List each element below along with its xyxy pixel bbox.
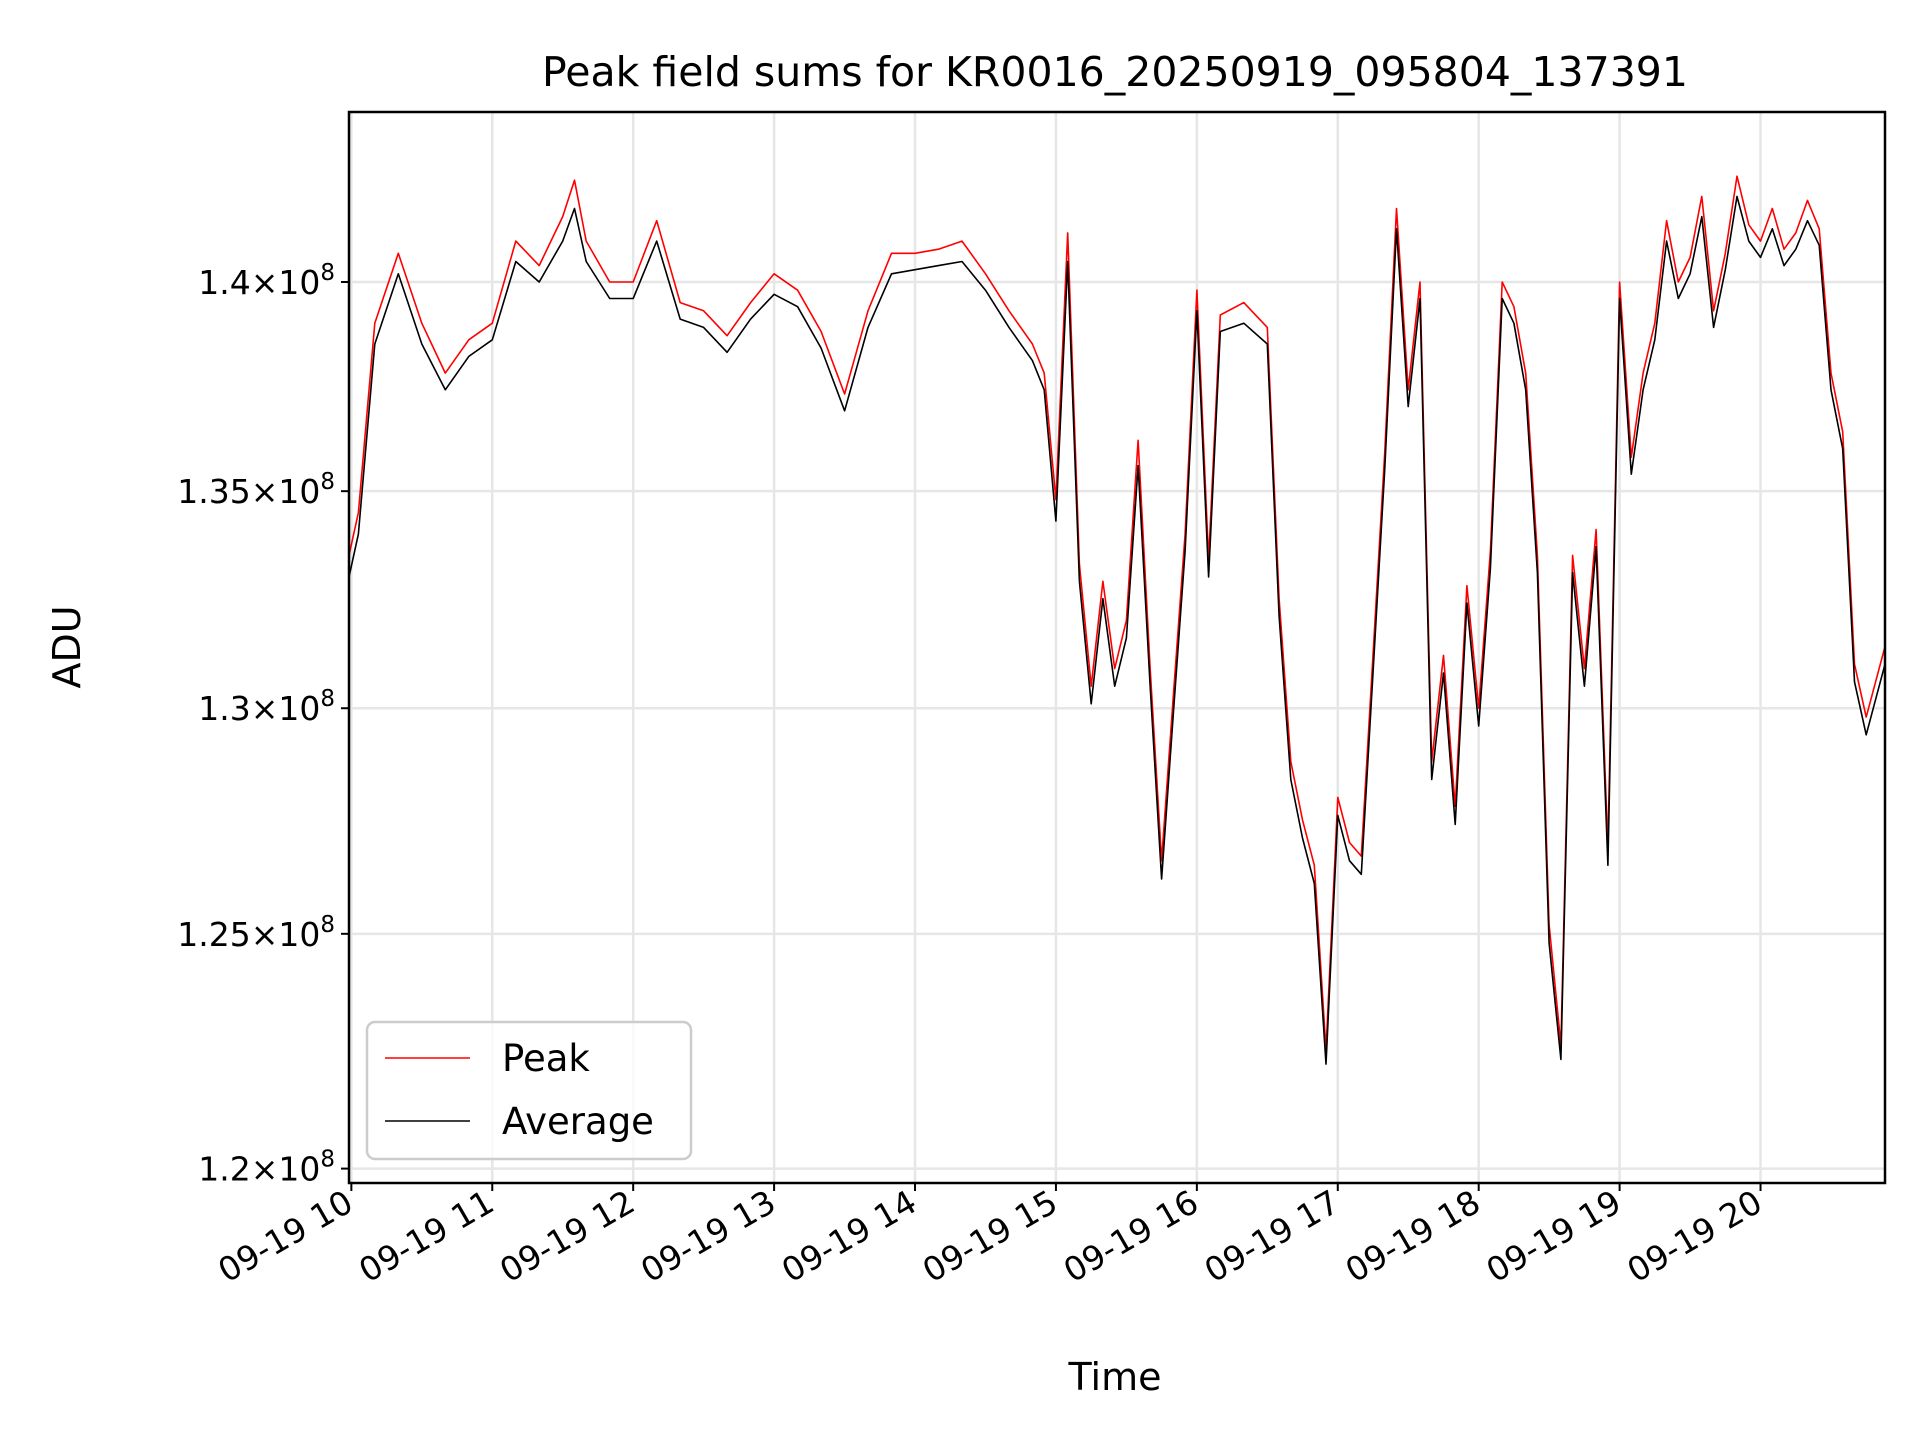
x-tick-label: 09-19 13 xyxy=(634,1182,782,1290)
y-tick-label: 1.2×108 xyxy=(198,1147,335,1189)
x-tick-label: 09-19 20 xyxy=(1621,1182,1769,1290)
x-tick-label: 09-19 19 xyxy=(1480,1182,1628,1290)
x-tick-label: 09-19 18 xyxy=(1339,1182,1487,1290)
series-peak-line xyxy=(348,175,1886,1051)
x-axis-label: Time xyxy=(1068,1355,1162,1399)
x-tick-label: 09-19 16 xyxy=(1057,1182,1205,1290)
x-tick-label: 09-19 14 xyxy=(775,1182,923,1290)
y-axis: 1.2×108 1.25×108 1.3×108 1.35×108 1.4×108 xyxy=(177,260,349,1189)
chart-title: Peak field sums for KR0016_20250919_0958… xyxy=(542,48,1688,96)
x-tick-label: 09-19 15 xyxy=(916,1182,1064,1290)
legend-box xyxy=(365,1020,693,1161)
y-tick-label: 1.25×108 xyxy=(177,912,335,954)
x-tick-label: 09-19 10 xyxy=(211,1182,359,1290)
x-tick-label: 09-19 12 xyxy=(493,1182,641,1290)
plot-frame xyxy=(347,110,1887,1185)
y-axis-label: ADU xyxy=(45,605,89,688)
legend: Peak Average xyxy=(365,1020,693,1161)
y-tick-label: 1.35×108 xyxy=(177,469,335,511)
legend-peak-label: Peak xyxy=(502,1037,590,1080)
y-tick-label: 1.4×108 xyxy=(198,260,335,302)
legend-average-label: Average xyxy=(502,1100,654,1143)
series-average-line xyxy=(348,195,1886,1065)
y-tick-label: 1.3×108 xyxy=(198,686,335,728)
x-tick-label: 09-19 17 xyxy=(1198,1182,1346,1290)
series-group xyxy=(348,175,1886,1065)
x-tick-label: 09-19 11 xyxy=(352,1182,500,1290)
